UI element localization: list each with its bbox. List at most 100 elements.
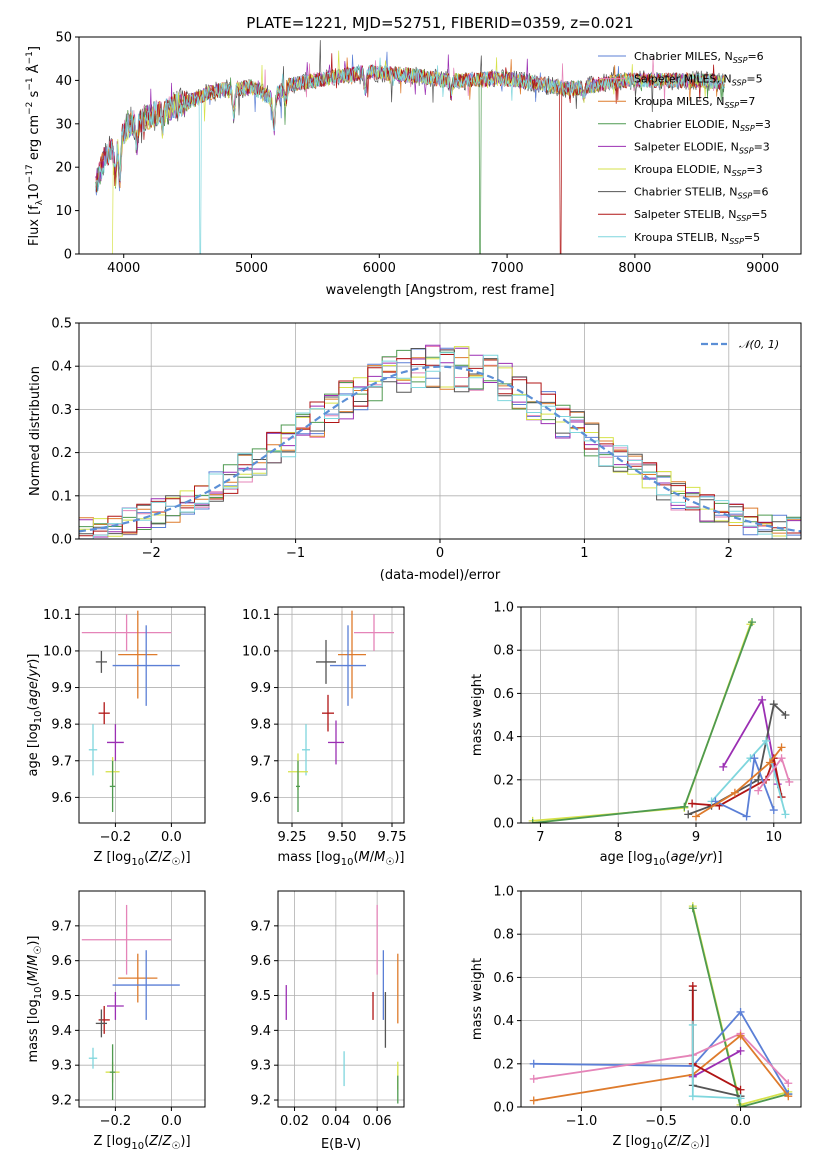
x-tick-label: 0.0 (161, 1114, 182, 1129)
y-tick-label: 0.2 (493, 1057, 514, 1072)
legend-entry: 𝒩(0, 1) (739, 338, 779, 351)
y-tick-label: 10.0 (242, 644, 271, 659)
residuals-plot-area (79, 344, 801, 539)
weight-marker (785, 777, 794, 786)
y-tick-label: 0.0 (51, 533, 72, 548)
x-tick-label: −0.2 (100, 830, 132, 845)
x-axis-label: Z [log10(Z/Z☉)] (612, 1134, 709, 1152)
y-tick-label: 9.6 (250, 954, 271, 969)
spectrum-plot-area (95, 40, 725, 254)
x-tick-label: −1 (286, 546, 305, 561)
weight-marker (736, 1094, 745, 1103)
weight-marker (754, 775, 763, 784)
x-axis-label: Z [log10(Z/Z☉)] (93, 1134, 190, 1152)
weight-marker (736, 1007, 745, 1016)
weight-marker (529, 1059, 538, 1068)
y-axis-label: Flux [fλ10−17 erg cm−2 s−1 Å−1] (25, 46, 45, 246)
y-tick-label: 9.2 (51, 1094, 72, 1109)
weight-marker (736, 1046, 745, 1055)
x-tick-label: 0.04 (321, 1114, 350, 1129)
weight-marker (692, 812, 700, 821)
x-tick-label: 7 (536, 830, 544, 845)
y-tick-label: 9.6 (51, 954, 72, 969)
weight-marker (736, 1085, 745, 1094)
weight-marker (719, 762, 728, 771)
y-tick-label: 10.1 (242, 608, 271, 623)
x-axis-label: E(B-V) (321, 1137, 361, 1152)
mass_vs_ebv-plot-area (285, 904, 399, 1104)
weight-marker (777, 743, 786, 752)
y-tick-label: 0.5 (51, 317, 72, 332)
x-tick-label: −2 (142, 546, 161, 561)
y-tick-label: 9.6 (250, 791, 271, 806)
age_vs_Z-axes: −0.2 0.0 9.6 9.7 9.8 9.9 10.0 10.1 (43, 607, 205, 845)
x-tick-label: −0.2 (100, 1114, 132, 1129)
y-tick-label: 0.4 (493, 1014, 514, 1029)
weight-line (715, 757, 775, 818)
y-tick-label: 9.7 (51, 919, 72, 934)
legend-entry: Chabrier ELODIE, NSSP=3 (634, 118, 771, 133)
weight-line (533, 1032, 789, 1084)
weight-marker (748, 618, 756, 627)
weight-marker (784, 1079, 793, 1088)
weight_vs_Z-frame (520, 890, 802, 1108)
x-tick-label: 10 (766, 830, 783, 845)
weight-line (533, 1010, 790, 1095)
age_vs_mass-axes: 9.25 9.50 9.75 9.6 9.7 9.8 9.9 10.0 10.1 (242, 607, 406, 845)
y-tick-label: 9.5 (51, 989, 72, 1004)
y-tick-label: 1.0 (493, 885, 514, 900)
x-axis-label: age [log10(age/yr)] (600, 850, 723, 868)
y-tick-label: 9.7 (250, 919, 271, 934)
weight-line (692, 754, 783, 807)
y-tick-label: 0.1 (51, 489, 72, 504)
age_vs_Z-frame (78, 606, 206, 824)
weight-line (710, 739, 787, 815)
mass_vs_Z-plot-area (81, 904, 180, 1101)
weight-marker (781, 810, 790, 819)
x-tick-label: 2 (725, 546, 733, 561)
y-axis-label: age [log10(age/yr)] (26, 654, 44, 777)
weight-marker (688, 799, 697, 808)
y-tick-label: 0.0 (493, 1101, 514, 1116)
residuals-frame (78, 322, 802, 540)
weight-line (532, 623, 752, 822)
y-axis-label: Normed distribution (28, 366, 43, 496)
x-tick-label: 0.06 (363, 1114, 392, 1129)
weight-marker (529, 1074, 538, 1083)
x-tick-label: 0 (436, 546, 444, 561)
x-tick-label: 0.0 (730, 1114, 751, 1129)
weight-marker (769, 806, 778, 815)
weight_vs_age-frame (520, 606, 802, 824)
normal-reference-curve (79, 365, 801, 533)
weight-marker (688, 1092, 697, 1101)
y-tick-label: 0 (64, 248, 72, 263)
x-axis-label: mass [log10(M/M☉)] (278, 850, 405, 868)
y-axis-label: mass weight (470, 958, 485, 1040)
weight_vs_age-plot-area (528, 618, 794, 823)
weight-marker (758, 695, 767, 704)
x-tick-label: 9.25 (278, 830, 307, 845)
x-tick-label: 8 (614, 830, 622, 845)
weight_vs_Z-plot-area (529, 902, 793, 1107)
y-tick-label: 0.0 (493, 817, 514, 832)
weight-marker (529, 1096, 538, 1105)
y-tick-label: 9.9 (51, 681, 72, 696)
y-tick-label: 9.8 (51, 718, 72, 733)
mass_vs_ebv-frame (277, 890, 405, 1108)
x-tick-label: 9 (692, 830, 700, 845)
x-tick-label: 1 (580, 546, 588, 561)
weight-marker (730, 788, 739, 797)
x-tick-label: 9.50 (328, 830, 357, 845)
legend-entry: Chabrier MILES, NSSP=6 (634, 50, 764, 65)
weight-marker (688, 1020, 697, 1029)
y-tick-label: 30 (55, 117, 72, 132)
y-tick-label: 0.8 (493, 928, 514, 943)
y-tick-label: 9.7 (51, 754, 72, 769)
y-tick-label: 0.8 (493, 644, 514, 659)
y-tick-label: 9.2 (250, 1094, 271, 1109)
x-tick-label: 0.02 (280, 1114, 309, 1129)
weight_vs_Z-axes: −1.0 −0.5 0.0 0.0 0.2 0.4 0.6 0.8 1.0 (493, 885, 801, 1129)
x-tick-label: −1.0 (566, 1114, 598, 1129)
x-tick-label: 4000 (107, 261, 140, 276)
